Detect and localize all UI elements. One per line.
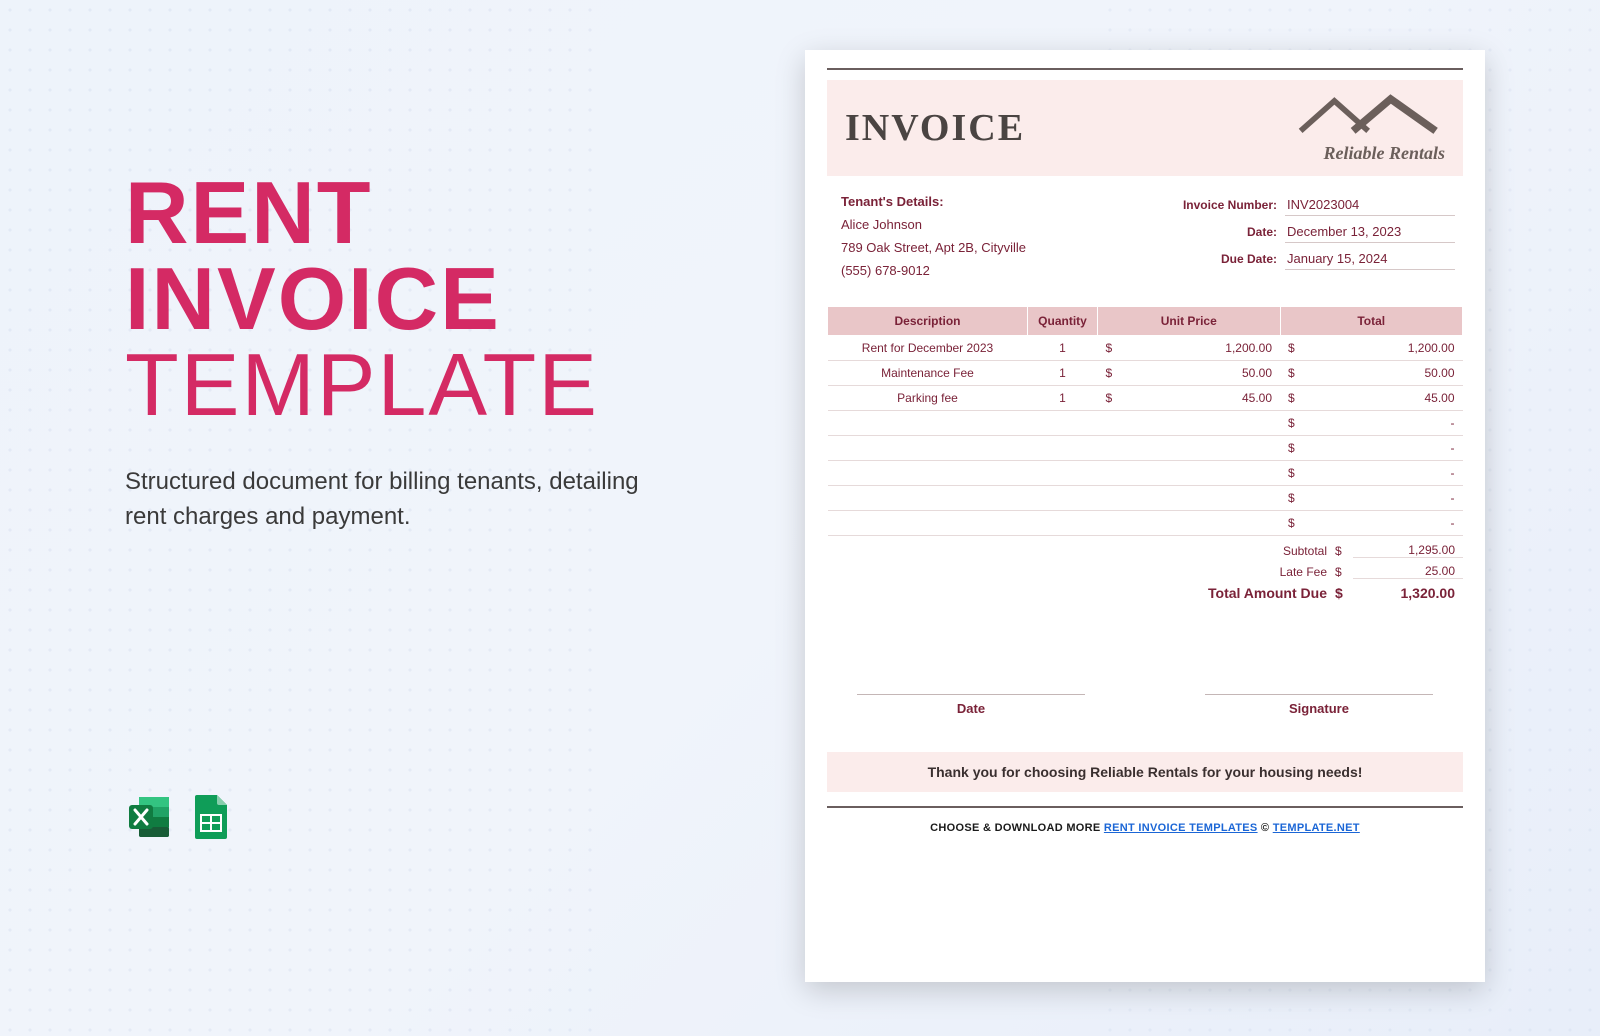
subtotal-value: 1,295.00	[1353, 543, 1463, 558]
cell-unit: 45.00	[1118, 386, 1280, 411]
latefee-label: Late Fee	[1195, 565, 1335, 579]
cell-qty: 1	[1028, 336, 1098, 361]
title-line-1: RENT	[125, 170, 725, 256]
invoice-number-value: INV2023004	[1285, 194, 1455, 216]
table-row-empty: $-	[828, 486, 1463, 511]
invoice-due-label: Due Date:	[1175, 252, 1285, 266]
cell-cur: $	[1280, 411, 1301, 436]
sign-date-line	[857, 694, 1085, 695]
cell-dash: -	[1301, 511, 1463, 536]
cell-unit: 50.00	[1118, 361, 1280, 386]
cell-cur: $	[1280, 336, 1301, 361]
table-row-empty: $-	[828, 461, 1463, 486]
title-line-3: TEMPLATE	[125, 342, 725, 428]
promo-subtitle: Structured document for billing tenants,…	[125, 465, 685, 535]
cell-cur: $	[1098, 336, 1119, 361]
line-items-table: Description Quantity Unit Price Total Re…	[827, 306, 1463, 536]
invoice-due-value: January 15, 2024	[1285, 248, 1455, 270]
footer-link-site[interactable]: TEMPLATE.NET	[1273, 822, 1360, 834]
google-sheets-icon	[187, 793, 235, 841]
tenant-heading: Tenant's Details:	[835, 194, 1175, 209]
cell-desc: Maintenance Fee	[828, 361, 1028, 386]
cell-dash: -	[1301, 411, 1463, 436]
cell-qty: 1	[1028, 361, 1098, 386]
invoice-meta: Invoice Number: INV2023004 Date: Decembe…	[1175, 194, 1455, 286]
cell-cur: $	[1280, 486, 1301, 511]
col-unit-price: Unit Price	[1098, 307, 1281, 336]
table-row: Maintenance Fee1$50.00$50.00	[828, 361, 1463, 386]
sign-signature-line	[1205, 694, 1433, 695]
cell-desc: Rent for December 2023	[828, 336, 1028, 361]
details-row: Tenant's Details: Alice Johnson 789 Oak …	[827, 194, 1463, 286]
invoice-date-value: December 13, 2023	[1285, 221, 1455, 243]
tenant-phone: (555) 678-9012	[835, 263, 1175, 278]
cell-total: 1,200.00	[1301, 336, 1463, 361]
cell-cur: $	[1280, 436, 1301, 461]
cell-cur: $	[1098, 386, 1119, 411]
table-row-empty: $-	[828, 511, 1463, 536]
footer-prefix: CHOOSE & DOWNLOAD MORE	[930, 822, 1104, 834]
cell-cur: $	[1098, 361, 1119, 386]
tenant-address: 789 Oak Street, Apt 2B, Cityville	[835, 240, 1175, 255]
grand-total-label: Total Amount Due	[1195, 585, 1335, 601]
footer-mid: ©	[1258, 822, 1273, 834]
totals-block: Subtotal $ 1,295.00 Late Fee $ 25.00 Tot…	[827, 540, 1463, 604]
invoice-document: INVOICE Reliable Rentals Tenant's Detail…	[805, 50, 1485, 982]
col-quantity: Quantity	[1028, 307, 1098, 336]
currency-symbol: $	[1335, 585, 1353, 601]
invoice-number-label: Invoice Number:	[1175, 198, 1285, 212]
col-description: Description	[828, 307, 1028, 336]
footer-link-templates[interactable]: RENT INVOICE TEMPLATES	[1104, 822, 1258, 834]
invoice-header: INVOICE Reliable Rentals	[827, 80, 1463, 176]
table-row: Parking fee1$45.00$45.00	[828, 386, 1463, 411]
title-line-2: INVOICE	[125, 256, 725, 342]
tenant-details: Tenant's Details: Alice Johnson 789 Oak …	[835, 194, 1175, 286]
cell-cur: $	[1280, 511, 1301, 536]
cell-total: 45.00	[1301, 386, 1463, 411]
tenant-name: Alice Johnson	[835, 217, 1175, 232]
promo-panel: RENT INVOICE TEMPLATE Structured documen…	[125, 170, 725, 534]
excel-icon	[125, 793, 173, 841]
currency-symbol: $	[1335, 565, 1353, 579]
footer-rule	[827, 806, 1463, 808]
cell-total: 50.00	[1301, 361, 1463, 386]
col-total: Total	[1280, 307, 1463, 336]
cell-unit: 1,200.00	[1118, 336, 1280, 361]
brand-name: Reliable Rentals	[1295, 143, 1445, 164]
table-body: Rent for December 20231$1,200.00$1,200.0…	[828, 336, 1463, 536]
footer-links: CHOOSE & DOWNLOAD MORE RENT INVOICE TEMP…	[827, 822, 1463, 834]
sign-signature-label: Signature	[1205, 701, 1433, 716]
sign-signature: Signature	[1205, 694, 1433, 716]
cell-dash: -	[1301, 461, 1463, 486]
subtotal-label: Subtotal	[1195, 544, 1335, 558]
table-head: Description Quantity Unit Price Total	[828, 307, 1463, 336]
grand-total-value: 1,320.00	[1353, 585, 1463, 601]
mountain-logo-icon	[1295, 92, 1445, 141]
cell-qty: 1	[1028, 386, 1098, 411]
table-row-empty: $-	[828, 411, 1463, 436]
invoice-title: INVOICE	[845, 106, 1025, 150]
currency-symbol: $	[1335, 544, 1353, 558]
thanks-message: Thank you for choosing Reliable Rentals …	[827, 752, 1463, 792]
brand-block: Reliable Rentals	[1295, 92, 1445, 164]
cell-desc: Parking fee	[828, 386, 1028, 411]
latefee-value: 25.00	[1353, 564, 1463, 579]
cell-cur: $	[1280, 361, 1301, 386]
cell-cur: $	[1280, 386, 1301, 411]
signature-row: Date Signature	[827, 694, 1463, 716]
cell-cur: $	[1280, 461, 1301, 486]
table-row-empty: $-	[828, 436, 1463, 461]
table-row: Rent for December 20231$1,200.00$1,200.0…	[828, 336, 1463, 361]
cell-dash: -	[1301, 486, 1463, 511]
top-rule	[827, 68, 1463, 70]
sign-date-label: Date	[857, 701, 1085, 716]
sign-date: Date	[857, 694, 1085, 716]
invoice-date-label: Date:	[1175, 225, 1285, 239]
format-icons	[125, 793, 235, 841]
cell-dash: -	[1301, 436, 1463, 461]
